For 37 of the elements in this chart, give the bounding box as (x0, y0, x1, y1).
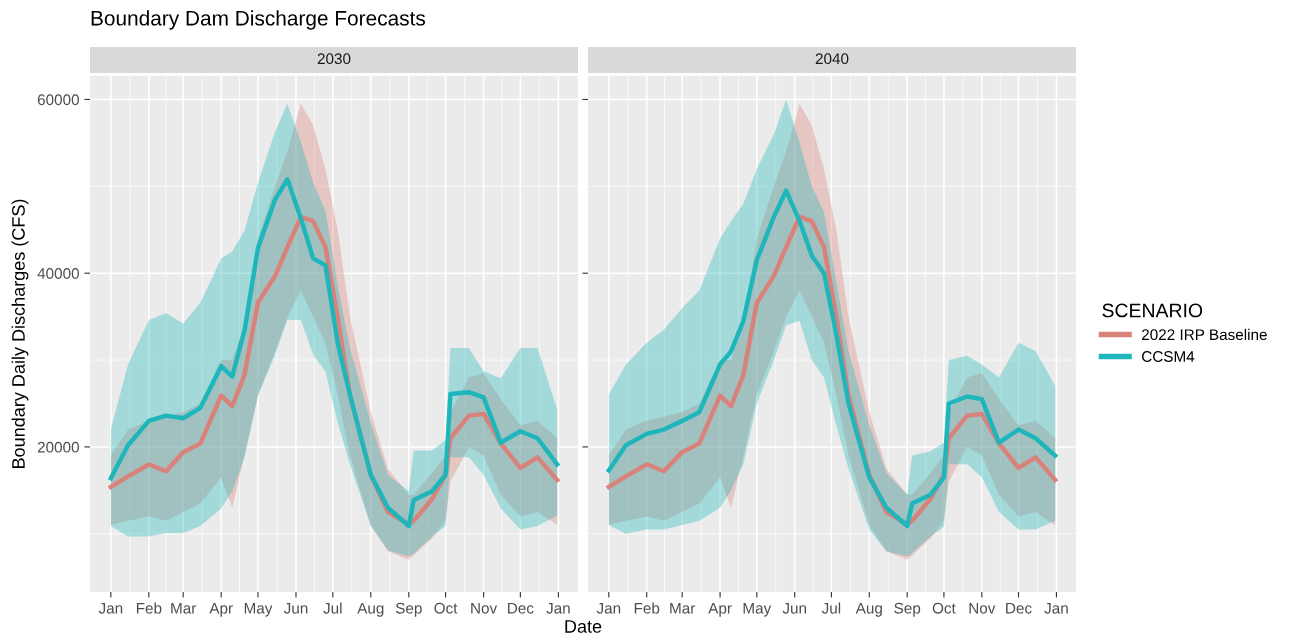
y-axis-title: Boundary Daily Discharges (CFS) (11, 199, 29, 468)
x-tick-label: Aug (357, 602, 384, 617)
x-tick-label: Oct (434, 602, 458, 614)
legend-label: 2022 IRP Baseline (1142, 328, 1267, 341)
x-tick-label: Jun (283, 602, 308, 614)
x-tick-label: Jun (782, 602, 807, 614)
chart-subtitle: 2040 (815, 53, 849, 65)
x-axis-title: Date (565, 620, 602, 633)
x-tick-label: Dec (1006, 602, 1032, 614)
chart-title: Boundary Dam Discharge Forecasts (91, 10, 426, 30)
x-tick-label: Jan (596, 602, 621, 614)
x-tick-label: Mar (670, 602, 696, 614)
x-tick-label: Mar (171, 602, 197, 614)
x-tick-label: Sep (894, 602, 921, 617)
x-tick-label: Sep (395, 602, 422, 617)
x-tick-label: Jan (546, 602, 570, 614)
x-tick-label: Jan (1044, 602, 1068, 614)
legend-label: CCSM4 (1142, 351, 1195, 362)
legend-title: SCENARIO (1102, 303, 1203, 318)
x-tick-label: Feb (136, 602, 162, 614)
x-tick-label: Nov (969, 602, 996, 614)
x-tick-label: May (743, 602, 772, 617)
x-tick-label: Apr (708, 602, 732, 617)
x-tick-label: Jan (98, 602, 123, 614)
y-tick-label: 20000 (37, 441, 79, 453)
chart-subtitle: 2030 (317, 53, 351, 65)
x-tick-label: Apr (209, 602, 233, 617)
x-tick-label: May (244, 602, 273, 617)
x-tick-label: Dec (508, 602, 534, 614)
x-tick-label: Jul (821, 602, 841, 614)
y-tick-label: 40000 (37, 268, 79, 279)
x-tick-label: Jul (323, 602, 342, 614)
x-tick-label: Oct (932, 602, 956, 614)
x-tick-label: Aug (855, 602, 882, 617)
y-tick-label: 60000 (37, 94, 79, 106)
x-tick-label: Feb (634, 602, 660, 614)
x-tick-label: Nov (471, 602, 498, 614)
